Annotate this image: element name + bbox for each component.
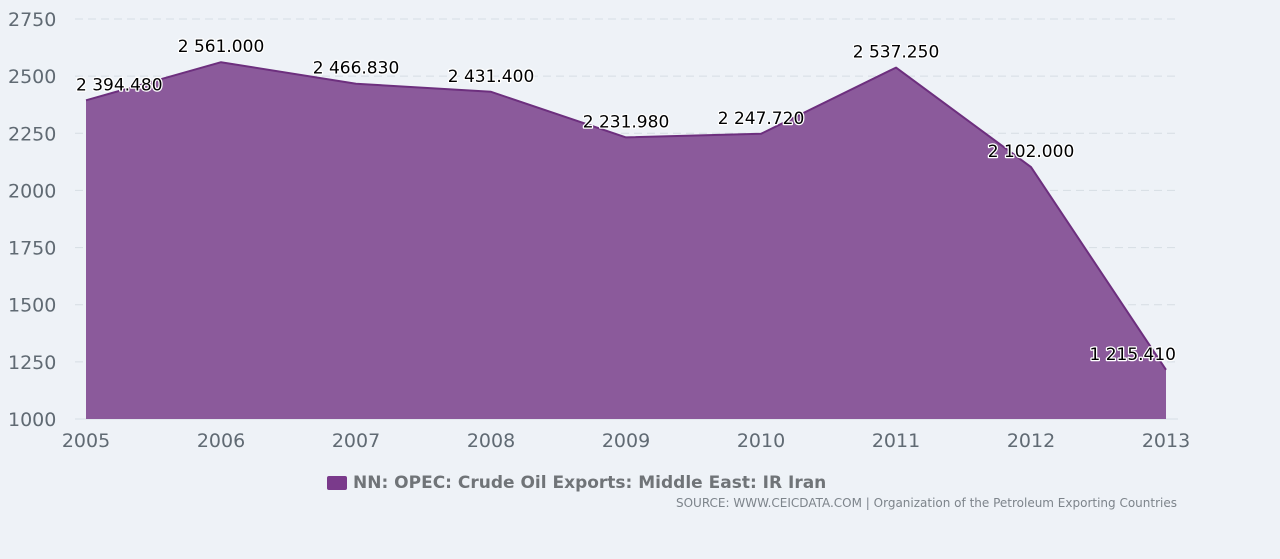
data-point-2012[interactable] [1027,163,1035,171]
x-tick-label: 2010 [737,430,785,452]
data-label-2011: 2 537.250 [853,43,940,63]
data-label-2012: 2 102.000 [988,142,1075,162]
data-point-2010[interactable] [757,130,765,138]
source-credit: SOURCE: WWW.CEICDATA.COM | Organization … [675,496,1177,510]
y-tick-label: 2750 [8,9,56,31]
data-label-2009: 2 231.980 [583,112,670,132]
data-label-2007: 2 466.830 [313,59,400,79]
x-tick-label: 2005 [62,430,110,452]
data-point-2009[interactable] [622,133,630,141]
x-tick-label: 2011 [872,430,920,452]
x-tick-label: 2007 [332,430,380,452]
data-label-2008: 2 431.400 [448,67,535,87]
data-point-2006[interactable] [217,58,225,66]
data-point-2011[interactable] [892,64,900,72]
data-point-2008[interactable] [487,88,495,96]
x-tick-label: 2012 [1007,430,1055,452]
series-line[interactable] [85,61,1167,371]
y-tick-label: 1750 [8,238,56,260]
series-area-layer [82,58,1170,419]
x-axis-ticks: 2005 2006 2007 2008 2009 2010 2011 2012 2013 [62,430,1190,452]
data-point-2007[interactable] [352,80,360,88]
y-tick-label: 2000 [8,180,56,202]
series-area[interactable] [86,62,1166,419]
data-point-2005[interactable] [82,96,90,104]
y-tick-label: 2250 [8,123,56,145]
data-point-2013[interactable] [1162,366,1170,374]
data-label-2013: 1 215.410 [1089,345,1176,365]
legend-label: NN: OPEC: Crude Oil Exports: Middle East… [353,473,827,493]
x-tick-label: 2009 [602,430,650,452]
x-tick-label: 2013 [1142,430,1190,452]
x-tick-label: 2008 [467,430,515,452]
data-labels: 2 394.480 2 561.000 2 466.830 2 431.400 2 23… [75,36,1178,366]
data-label-2005: 2 394.480 [76,75,163,95]
y-tick-label: 1000 [8,409,56,431]
data-label-2010: 2 247.720 [718,109,805,129]
y-tick-label: 2500 [8,66,56,88]
legend[interactable]: NN: OPEC: Crude Oil Exports: Middle East… [327,471,826,495]
y-tick-label: 1500 [8,295,56,317]
data-label-2006: 2 561.000 [178,37,265,57]
y-tick-label: 1250 [8,352,56,374]
legend-swatch [327,476,347,490]
y-axis-ticks: 1000 1250 1500 1750 2000 2250 2500 2750 [8,9,56,431]
x-tick-label: 2006 [197,430,245,452]
